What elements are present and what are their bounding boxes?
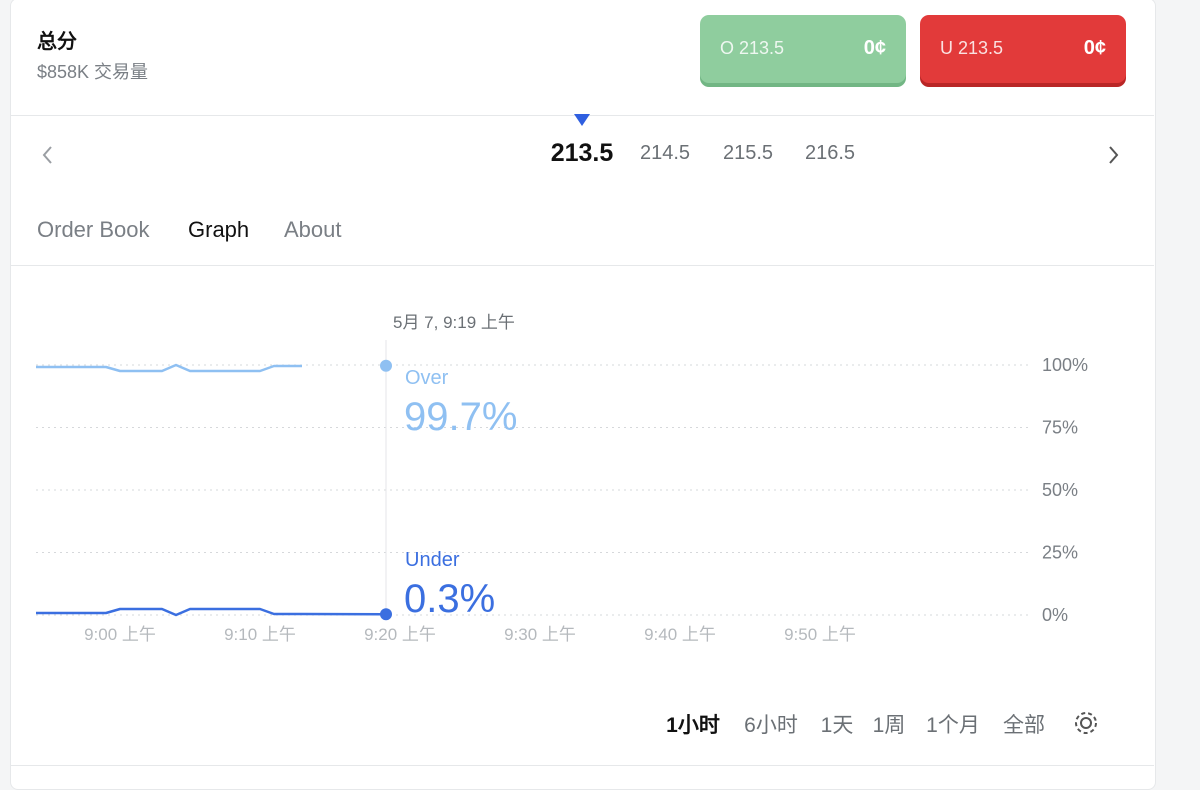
tab[interactable]: Order Book	[37, 217, 150, 242]
series-name: Over	[405, 367, 449, 389]
range-option[interactable]: 1小时	[666, 714, 720, 737]
volume: $858K 交易量	[37, 62, 149, 82]
y-tick-label: 50%	[1042, 480, 1078, 500]
bet-button[interactable]: U 213.5 0¢	[920, 15, 1126, 83]
button-price: 0¢	[863, 37, 886, 59]
selected-marker	[574, 114, 590, 126]
series-line	[36, 607, 387, 617]
hover-time: 5月 7, 9:19 上午	[393, 313, 515, 332]
hover-value: 99.7%	[404, 395, 517, 439]
line-option[interactable]: 213.5	[550, 139, 614, 167]
series-line	[36, 363, 302, 373]
hover-dot	[380, 359, 392, 372]
line-option[interactable]: 215.5	[722, 142, 774, 164]
x-tick-label: 9:30 上午	[504, 625, 576, 644]
x-tick-label: 9:20 上午	[364, 625, 436, 644]
line-option[interactable]: 216.5	[804, 142, 856, 164]
range-option[interactable]: 1天	[820, 714, 854, 737]
y-tick-label: 100%	[1042, 355, 1088, 375]
settings-icon[interactable]	[1072, 709, 1100, 737]
tab[interactable]: Graph	[188, 217, 250, 242]
prev-arrow[interactable]	[40, 145, 56, 165]
y-tick-label: 75%	[1042, 418, 1078, 438]
x-tick-label: 9:00 上午	[84, 625, 156, 644]
x-tick-label: 9:10 上午	[224, 625, 296, 644]
button-price: 0¢	[1083, 37, 1106, 59]
button-label: U 213.5	[940, 38, 1004, 58]
y-tick-label: 25%	[1042, 543, 1078, 563]
bet-button[interactable]: O 213.5 0¢	[700, 15, 906, 83]
title: 总分	[37, 31, 77, 53]
y-tick-label: 0%	[1042, 605, 1068, 625]
button-label: O 213.5	[720, 38, 785, 58]
hover-dot	[380, 608, 392, 621]
series-name: Under	[405, 549, 460, 571]
range-option[interactable]: 全部	[1003, 714, 1045, 737]
divider	[10, 765, 1154, 766]
next-arrow[interactable]	[1105, 145, 1121, 165]
range-option[interactable]: 1个月	[926, 714, 980, 737]
range-option[interactable]: 6小时	[744, 714, 798, 737]
x-tick-label: 9:50 上午	[784, 625, 856, 644]
hover-value: 0.3%	[404, 577, 495, 621]
tab[interactable]: About	[284, 217, 342, 242]
market-card	[10, 0, 1156, 790]
divider	[10, 265, 1154, 266]
range-option[interactable]: 1周	[872, 714, 906, 737]
x-tick-label: 9:40 上午	[644, 625, 716, 644]
line-option[interactable]: 214.5	[639, 142, 691, 164]
